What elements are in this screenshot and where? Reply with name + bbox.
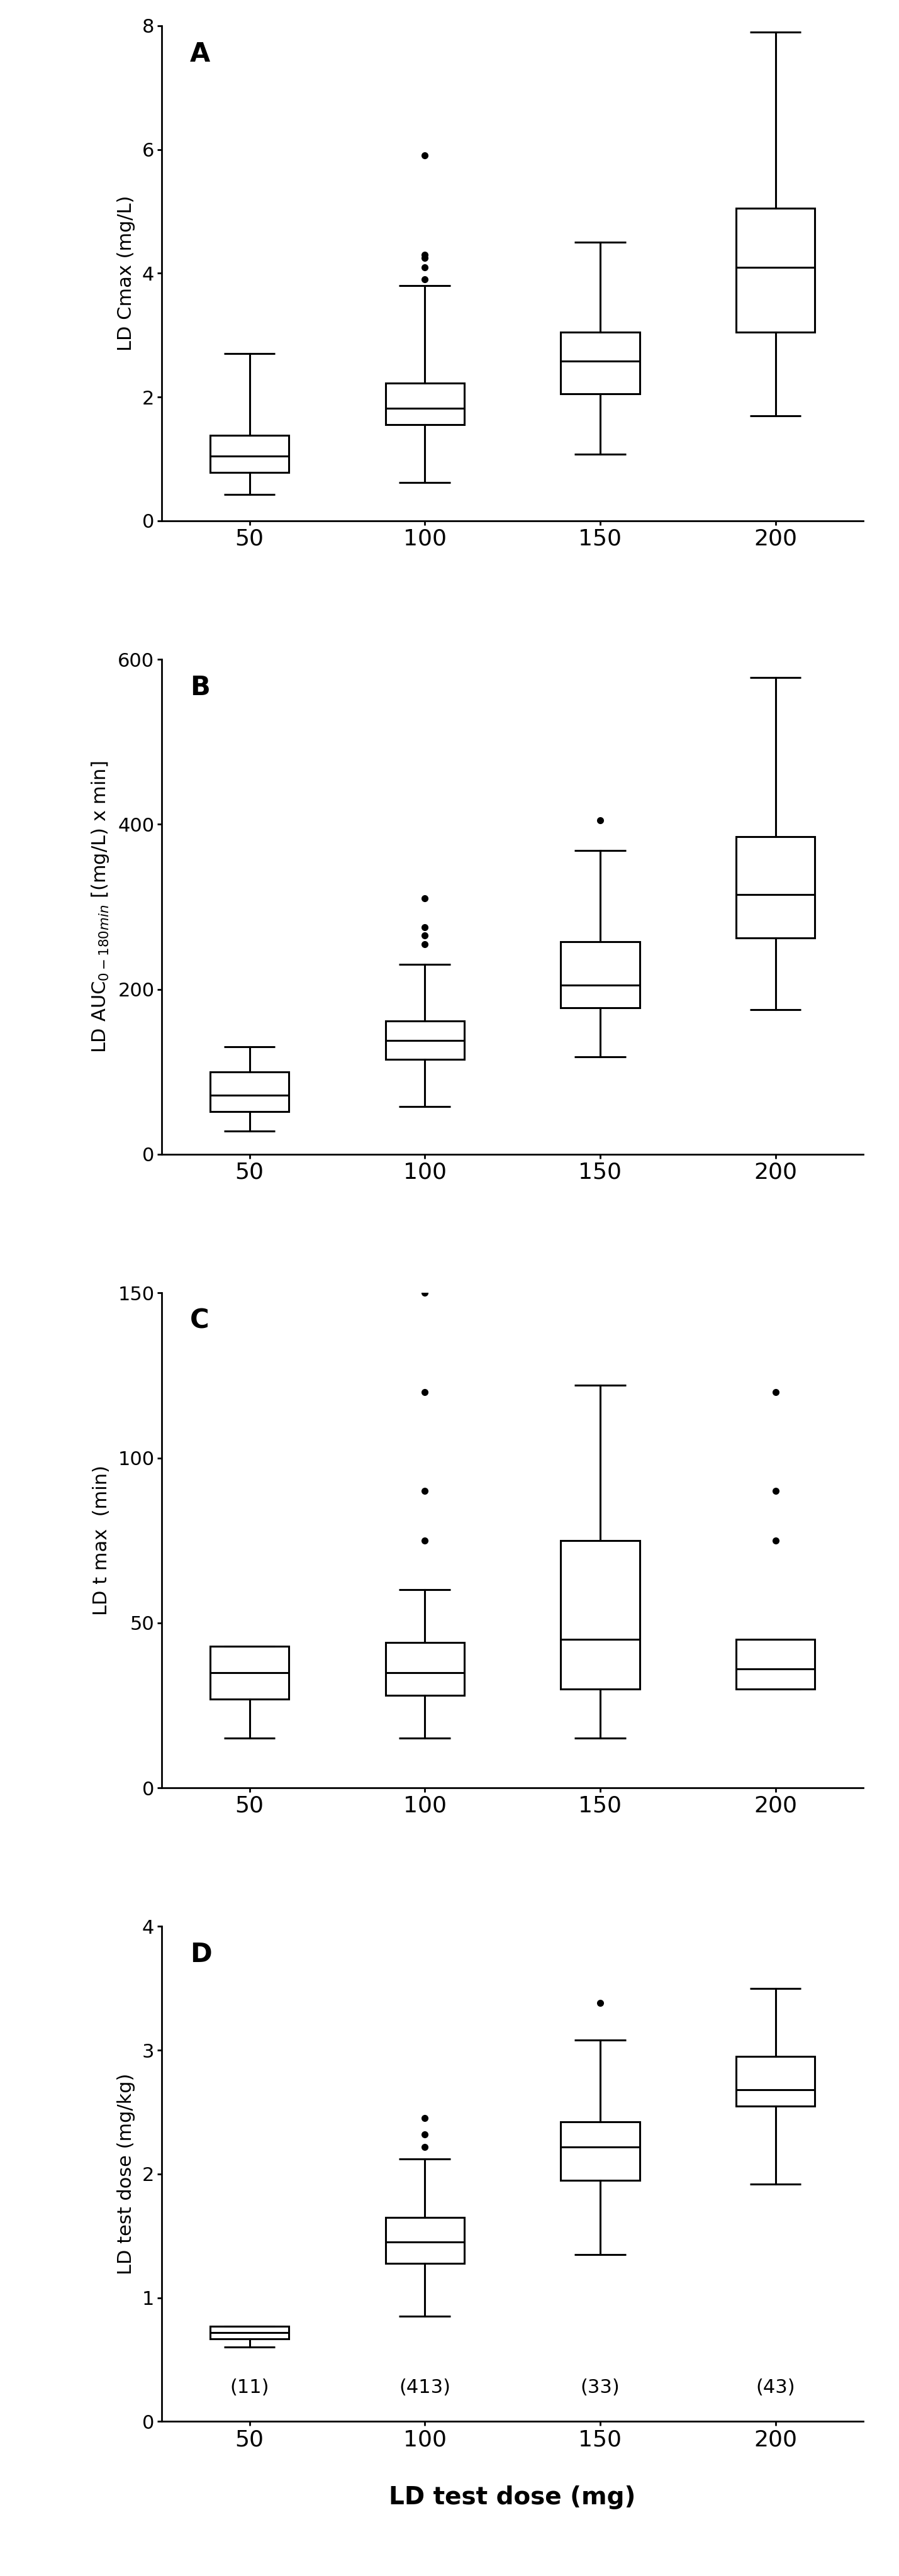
Bar <box>561 332 639 394</box>
Bar <box>736 209 814 332</box>
Bar <box>210 435 289 471</box>
Text: (413): (413) <box>399 2378 450 2396</box>
Bar <box>561 940 639 1007</box>
Bar <box>736 837 814 938</box>
Text: A: A <box>190 41 210 67</box>
Bar <box>386 2218 464 2264</box>
Bar <box>736 2056 814 2107</box>
Y-axis label: LD test dose (mg/kg): LD test dose (mg/kg) <box>117 2074 135 2275</box>
Bar <box>210 2326 289 2339</box>
Bar <box>561 1540 639 1690</box>
Text: (11): (11) <box>230 2378 269 2396</box>
Bar <box>386 1643 464 1695</box>
Y-axis label: LD AUC$_{0-180min}$ [(mg/L) x min]: LD AUC$_{0-180min}$ [(mg/L) x min] <box>90 760 111 1054</box>
Bar <box>210 1646 289 1698</box>
Bar <box>386 384 464 425</box>
Text: (43): (43) <box>756 2378 795 2396</box>
Bar <box>561 2123 639 2179</box>
Bar <box>386 1020 464 1059</box>
Text: B: B <box>190 675 209 701</box>
Bar <box>210 1072 289 1110</box>
X-axis label: LD test dose (mg): LD test dose (mg) <box>389 2486 636 2509</box>
Bar <box>736 1638 814 1690</box>
Text: (33): (33) <box>581 2378 619 2396</box>
Y-axis label: LD t max  (min): LD t max (min) <box>93 1466 111 1615</box>
Text: C: C <box>190 1309 209 1334</box>
Y-axis label: LD Cmax (mg/L): LD Cmax (mg/L) <box>117 196 135 350</box>
Text: D: D <box>190 1942 211 1968</box>
